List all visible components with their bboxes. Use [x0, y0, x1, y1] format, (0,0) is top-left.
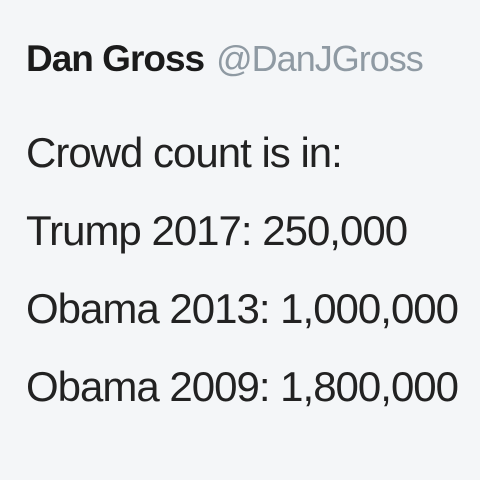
tweet-line-obama-2009: Obama 2009: 1,800,000	[26, 363, 459, 410]
tweet-line-obama-2013: Obama 2013: 1,000,000	[26, 285, 459, 332]
author-handle[interactable]: @DanJGross	[216, 38, 424, 79]
tweet-line-trump-2017: Trump 2017: 250,000	[26, 207, 408, 254]
tweet-line-intro: Crowd count is in:	[26, 129, 343, 176]
author-display-name[interactable]: Dan Gross	[26, 38, 205, 79]
tweet-header: Dan Gross @DanJGross	[26, 38, 466, 94]
tweet-text: Crowd count is in: Trump 2017: 250,000 O…	[26, 114, 466, 426]
tweet: Dan Gross @DanJGross Crowd count is in: …	[26, 38, 466, 426]
